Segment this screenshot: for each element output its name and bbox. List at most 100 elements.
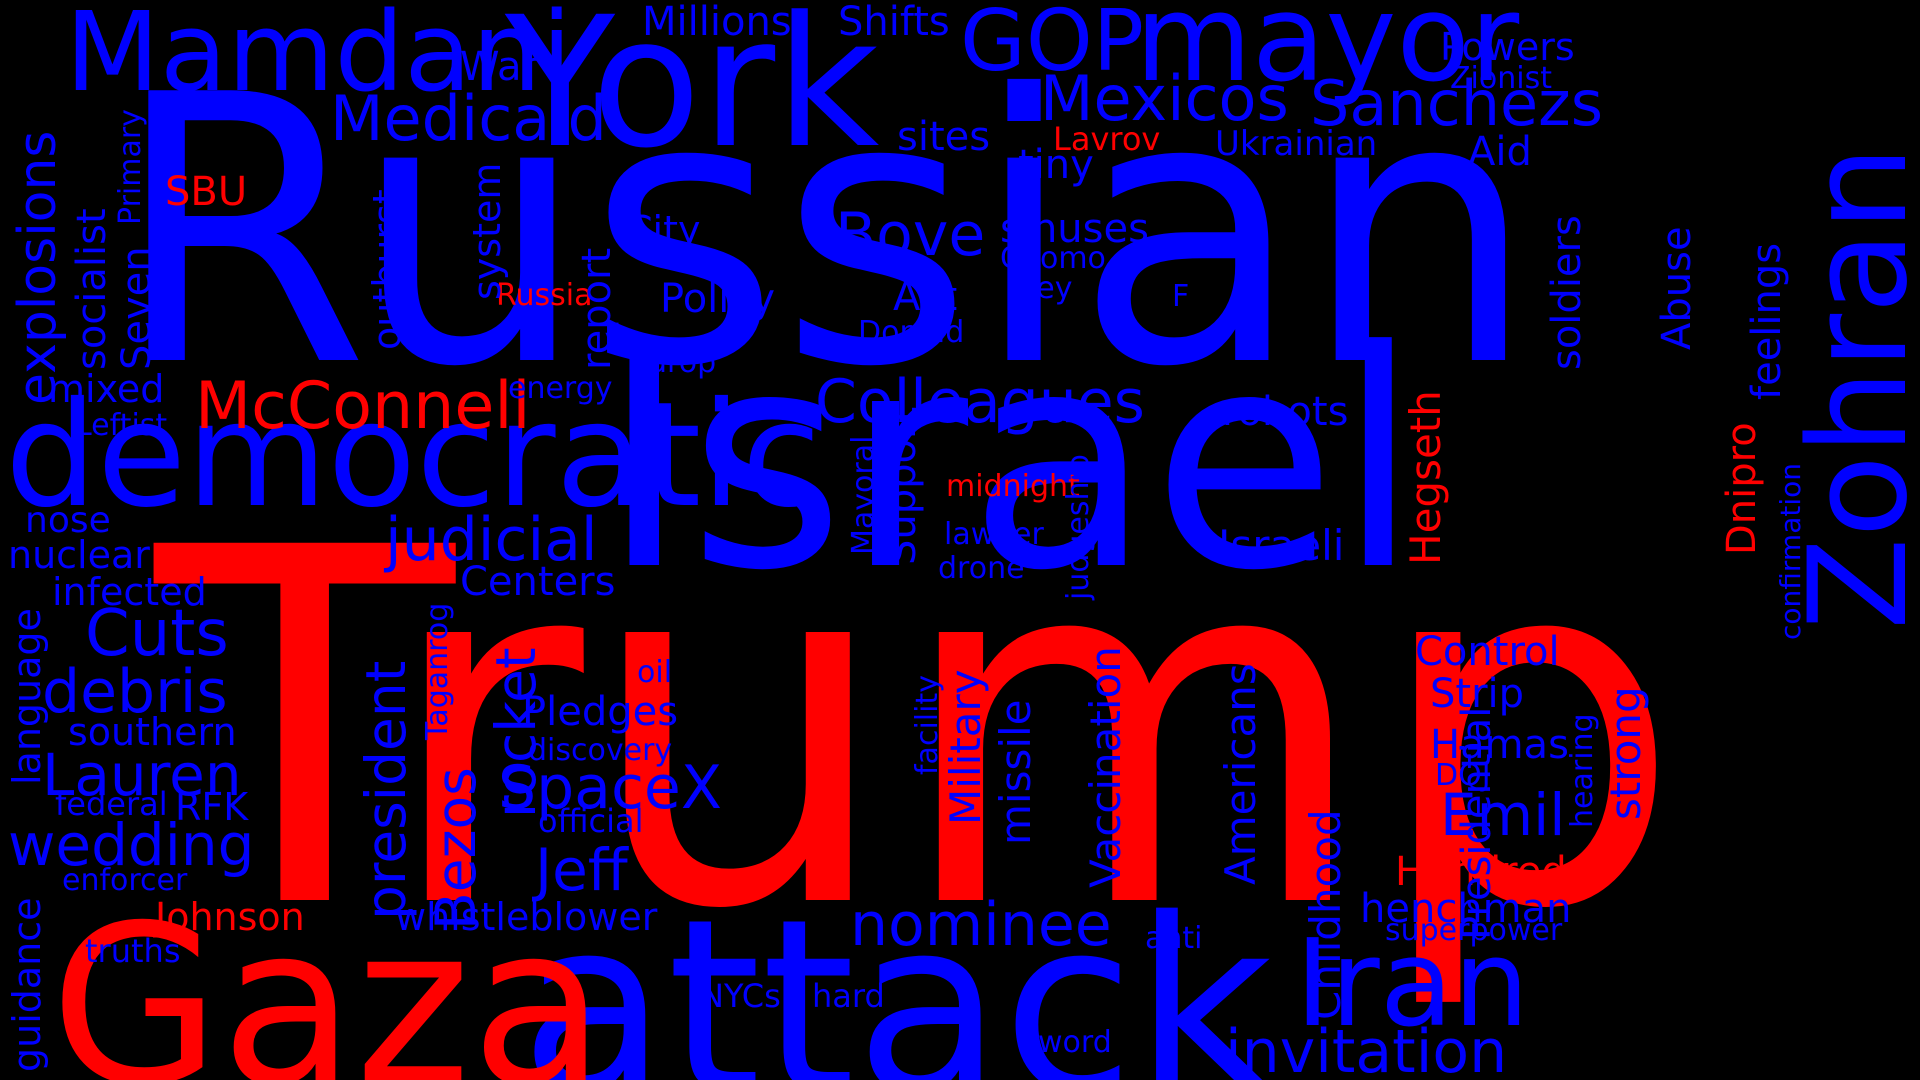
word-nuclear: nuclear [8, 533, 150, 577]
word-americans: Americans [1216, 663, 1265, 885]
word-drop: drop [648, 345, 716, 380]
word-socialist: socialist [69, 208, 115, 370]
word-gop: GOP [960, 0, 1144, 91]
word-ukrainian: Ukrainian [1215, 124, 1377, 164]
word-lawyer: lawyer [944, 517, 1044, 552]
word-hard: hard [812, 977, 885, 1015]
word-dnipro: Dnipro [1719, 422, 1765, 555]
word-act: Act [893, 274, 957, 320]
word-cuts: Cuts [85, 597, 229, 671]
word-sinuses: sinuses [1000, 206, 1149, 252]
word-hundreds: Hundreds [1395, 849, 1588, 895]
word-military: Military [941, 669, 990, 825]
word-infected: infected [52, 570, 207, 614]
word-rfk: RFK [175, 785, 249, 829]
word-energy: energy [508, 371, 613, 406]
word-emil: Emil [1440, 781, 1565, 849]
word-facility: facility [910, 675, 945, 775]
word-democratic: democratic [5, 371, 821, 540]
word-lavrov: Lavrov [1053, 120, 1160, 158]
word-support: Support [879, 407, 925, 565]
word-strip: Strip [1430, 671, 1524, 717]
word-mayor: mayor [1135, 0, 1520, 109]
word-southern: southern [68, 710, 237, 754]
word-superpower: superpower [1385, 913, 1563, 948]
word-sites: sites [897, 114, 990, 160]
word-hegseth: Hegseth [1401, 390, 1450, 565]
word-sanchezs: Sanchezs [1310, 67, 1603, 140]
word-oil: oil [637, 655, 672, 690]
word-judgeship: judgeship [1061, 454, 1096, 601]
word-system: system [465, 163, 509, 300]
word-childhood: Childhood [1301, 809, 1350, 1020]
word-president: president [354, 661, 418, 920]
word-rocket: rocket [484, 647, 548, 818]
word-millions: Millions [642, 0, 792, 45]
word-mcconnell: McConnell [195, 369, 530, 444]
word-presidential: Presidential [1454, 707, 1500, 940]
word-zohran: Zohran [1780, 146, 1920, 630]
word-johnson: Johnson [153, 895, 305, 939]
word-doj: DOJ [1435, 758, 1491, 793]
word-drone: drone [938, 551, 1025, 586]
word-debris: debris [42, 657, 228, 727]
word-official: official [538, 802, 644, 840]
word-enforcer: enforcer [62, 863, 188, 898]
word-anti: anti [1145, 921, 1203, 956]
word-hearing: hearing [1565, 713, 1600, 828]
word-missile: missile [991, 699, 1040, 845]
word-gaza: Gaza [50, 878, 606, 1080]
word-control: Control [1415, 629, 1560, 675]
word-russia: Russia [496, 278, 593, 313]
word-primary: Primary [113, 109, 148, 225]
word-discovery: discovery [528, 733, 672, 768]
word-hamas: Hamas [1430, 722, 1569, 768]
word-colleagues: Colleagues [815, 367, 1145, 437]
word-word: word [1038, 1025, 1112, 1060]
word-midnight: midnight [946, 469, 1080, 504]
word-confirmation: confirmation [1774, 463, 1807, 640]
word-zionist: Zionist [1450, 61, 1552, 96]
word-spacex: SpaceX [498, 753, 722, 823]
word-leftist: Leftist [75, 408, 167, 443]
word-mixed: mixed [48, 367, 164, 411]
word-powers: Powers [1440, 25, 1575, 69]
word-iran: Iran [1295, 915, 1529, 1054]
word-trump: Trump [147, 445, 1682, 1016]
word-nominee: nominee [850, 890, 1112, 960]
word-soldiers: soldiers [1544, 215, 1590, 370]
word-whistleblower: whistleblower [395, 895, 658, 939]
word-mexicos: Mexicos [1040, 62, 1289, 135]
word-centers: Centers [460, 559, 615, 605]
word-taganrog: Taganrog [420, 603, 455, 741]
word-israeli: Israeli [1218, 521, 1344, 570]
word-truths: truths [85, 932, 180, 970]
word-wedding: wedding [8, 811, 254, 879]
word-donald: Donald [858, 315, 964, 350]
word-israel: Israel [600, 287, 1420, 636]
word-jeff: Jeff [532, 836, 630, 904]
word-seven: Seven [114, 246, 160, 370]
word-policy: Policy [660, 276, 775, 322]
word-nose: nose [25, 500, 111, 541]
word-henchman: henchman [1360, 886, 1571, 932]
word-robots: robots [1222, 389, 1348, 435]
word-guidance: guidance [5, 897, 49, 1072]
word-sbu: SBU [165, 169, 247, 215]
word-city: City [626, 208, 700, 252]
word-cuomo: Cuomo [1000, 241, 1106, 276]
word-york: York [504, 0, 879, 188]
word-judicial: judicial [383, 505, 598, 575]
word-bezos: Bezos [424, 767, 488, 930]
word-shifts: Shifts [838, 0, 950, 45]
word-russian: Russian [112, 18, 1537, 448]
word-feelings: feelings [1744, 243, 1790, 400]
word-pledges: Pledges [522, 689, 678, 735]
word-vaccination: Vaccination [1081, 646, 1130, 888]
word-outburst: outburst [365, 189, 409, 350]
word-nycs: NYCs [700, 977, 781, 1015]
word-medicaid: Medicaid [330, 82, 607, 155]
